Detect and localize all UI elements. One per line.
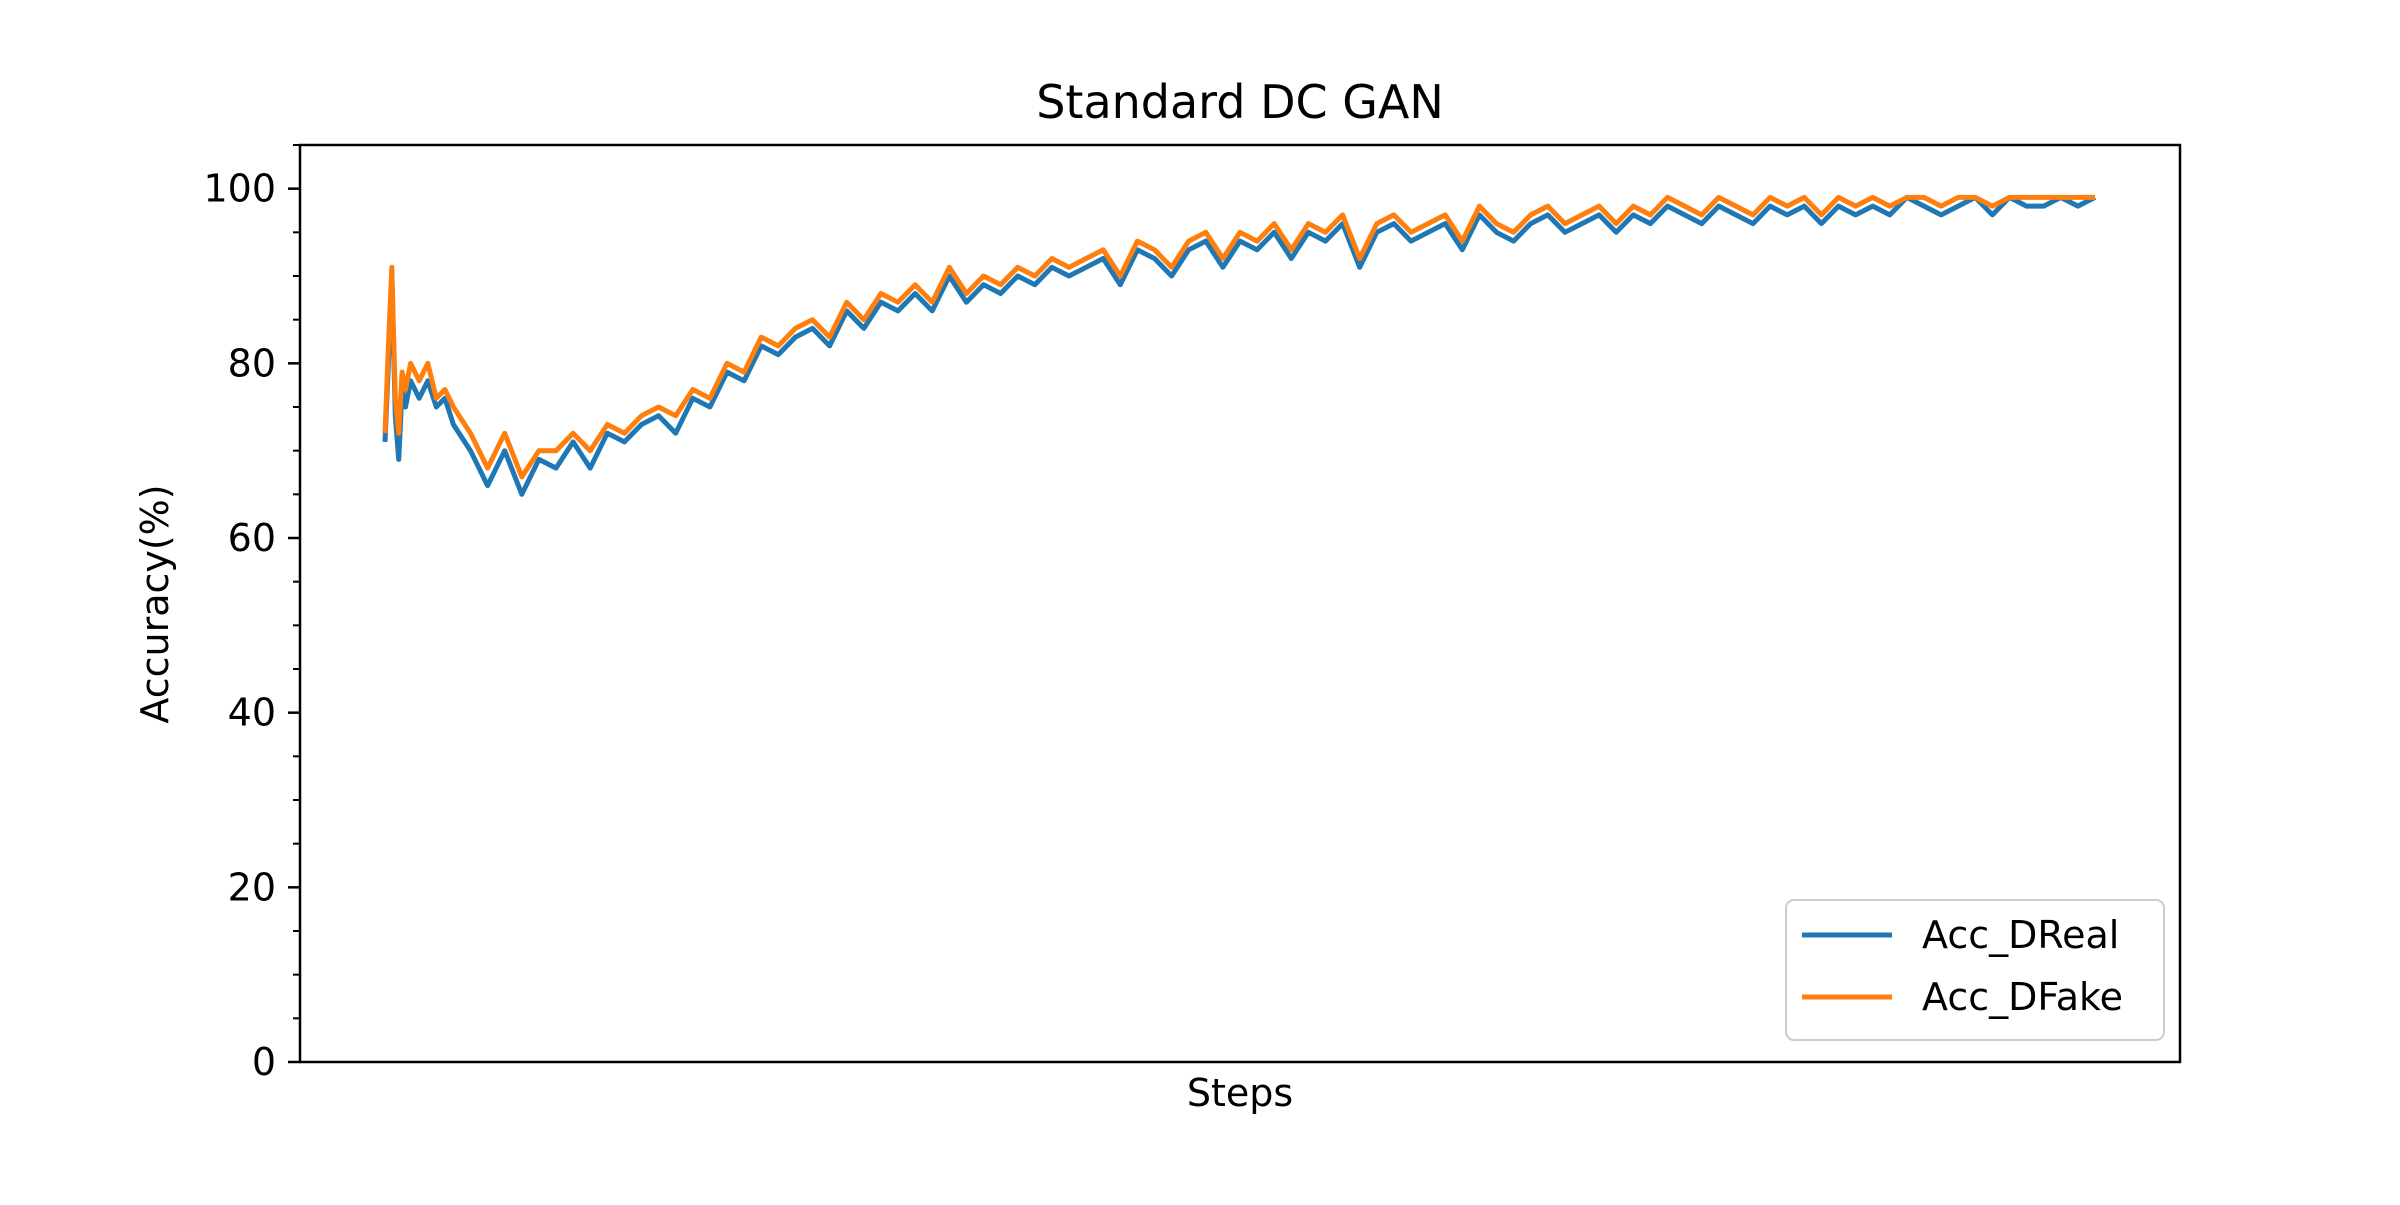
y-tick-label: 60 — [228, 516, 276, 560]
legend: Acc_DReal Acc_DFake — [1785, 899, 2165, 1041]
x-axis-label: Steps — [1187, 1071, 1293, 1115]
y-tick-label: 100 — [203, 167, 276, 211]
y-axis-ticks: 0 20 40 60 80 100 — [203, 144, 300, 1084]
chart-title: Standard DC GAN — [1036, 75, 1444, 129]
legend-label-dreal: Acc_DReal — [1922, 913, 2119, 957]
legend-label-dfake: Acc_DFake — [1922, 975, 2123, 1019]
plot-frame — [298, 143, 2182, 1064]
series-line-acc-dreal — [382, 194, 2097, 497]
y-tick-label: 20 — [228, 865, 276, 909]
y-tick-label: 0 — [252, 1040, 276, 1084]
y-tick-label: 80 — [228, 341, 276, 385]
series-line-acc-dfake — [382, 194, 2095, 480]
y-tick-label: 40 — [228, 691, 276, 735]
y-axis-label: Accuracy(%) — [133, 484, 177, 723]
series-lines — [382, 194, 2097, 497]
